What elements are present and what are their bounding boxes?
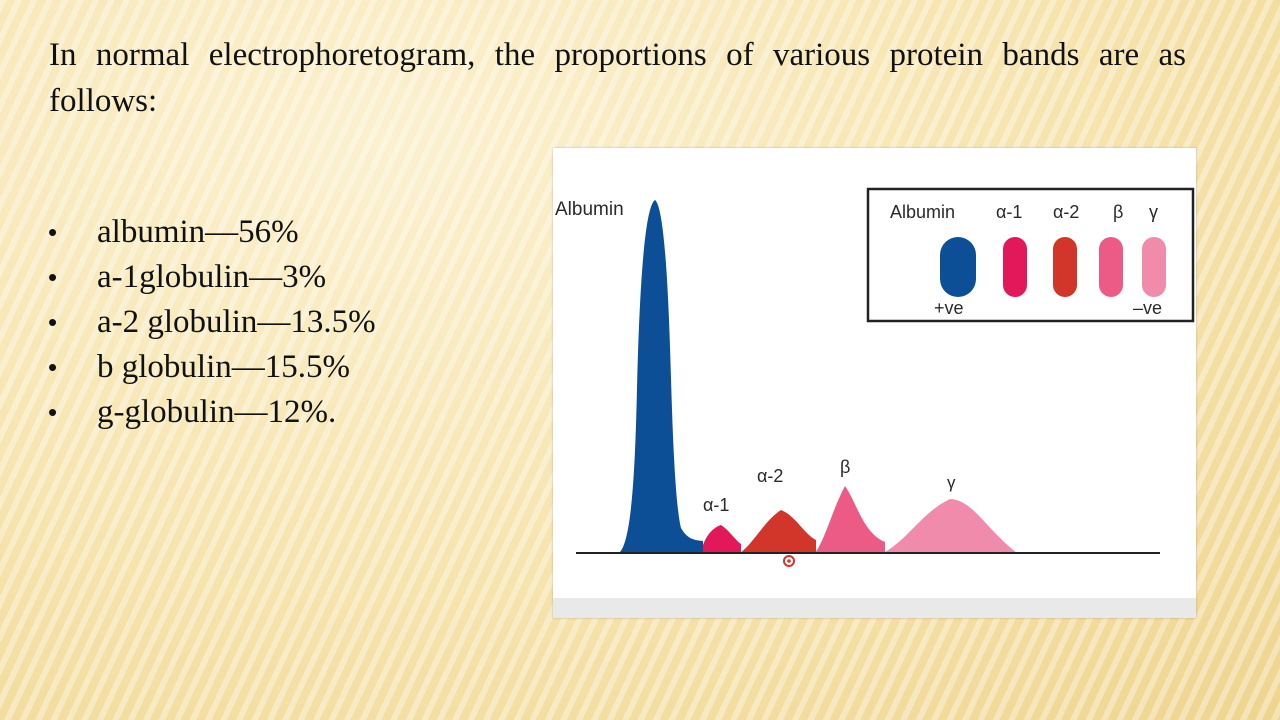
list-item: • b globulin—15.5% [48, 345, 376, 390]
figure-footer-strip [553, 598, 1196, 618]
bullet-icon: • [48, 262, 58, 292]
legend-band-alpha2 [1053, 237, 1077, 297]
list-item-text: a-1globulin—3% [97, 259, 327, 295]
albumin-peak [619, 200, 703, 553]
gamma-peak [883, 499, 1017, 553]
list-item: • a-1globulin—3% [48, 255, 376, 300]
legend-label-alpha2: α-2 [1053, 202, 1079, 222]
list-item-text: g-globulin—12%. [97, 394, 337, 430]
legend-band-beta [1099, 237, 1123, 297]
list-item: • albumin—56% [48, 210, 376, 255]
legend-label-beta: β [1113, 202, 1123, 222]
legend-band-gamma [1142, 237, 1166, 297]
list-item: • a-2 globulin—13.5% [48, 300, 376, 345]
albumin-peak-label: Albumin [555, 199, 624, 220]
legend-band-albumin [940, 237, 976, 297]
legend-label-gamma: γ [1149, 202, 1158, 222]
alpha1-peak-label: α-1 [703, 495, 729, 515]
cursor-marker-dot [787, 559, 791, 563]
protein-band-list: • albumin—56% • a-1globulin—3% • a-2 globul… [48, 210, 376, 435]
alpha2-peak-label: α-2 [757, 466, 783, 486]
bullet-icon: • [48, 352, 58, 382]
legend-box [866, 187, 1195, 323]
list-item-text: a-2 globulin—13.5% [97, 304, 376, 340]
alpha2-peak [740, 510, 816, 553]
list-item-text: b globulin—15.5% [97, 349, 350, 385]
legend-label-alpha1: α-1 [996, 202, 1022, 222]
electrophoresis-diagram: Albumin α-1 α-2 β γ Albumin α-1 α-2 β γ … [553, 187, 1196, 618]
bullet-icon: • [48, 397, 58, 427]
bullet-icon: • [48, 217, 58, 247]
legend-negative-label: –ve [1133, 298, 1162, 318]
gamma-peak-label: γ [947, 473, 956, 492]
alpha1-peak [701, 525, 741, 553]
slide-heading: In normal electrophoretogram, the propor… [49, 37, 1186, 119]
electrophoresis-figure: Albumin α-1 α-2 β γ Albumin α-1 α-2 β γ … [553, 148, 1196, 618]
list-item-text: albumin—56% [97, 214, 299, 250]
beta-peak [815, 486, 885, 553]
legend-label-albumin: Albumin [890, 202, 955, 222]
legend-band-alpha1 [1003, 237, 1027, 297]
bullet-icon: • [48, 307, 58, 337]
legend-positive-label: +ve [934, 298, 964, 318]
list-item: • g-globulin—12%. [48, 390, 376, 435]
beta-peak-label: β [840, 457, 850, 477]
